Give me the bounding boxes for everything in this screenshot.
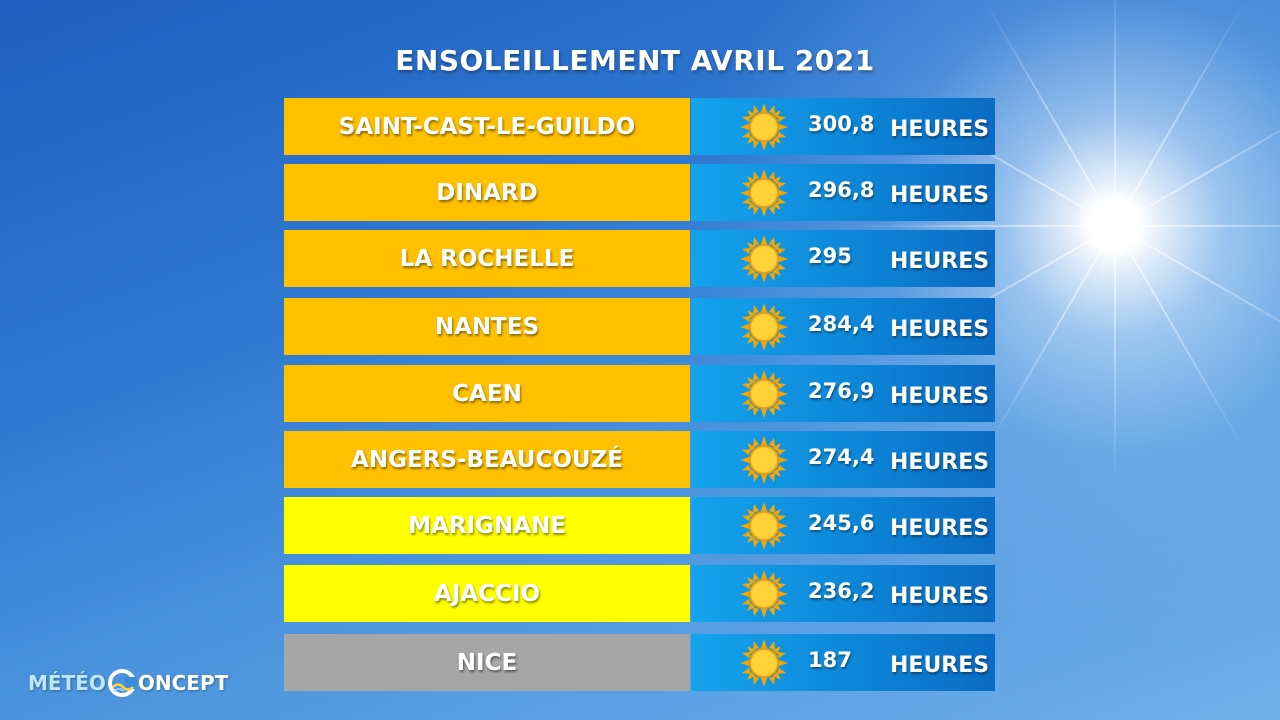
hours-value: 187 xyxy=(808,648,852,672)
city-name: CAEN xyxy=(284,365,690,422)
value-box: 236,2 HEURES xyxy=(691,565,995,622)
logo-text-left: MÉTÉO xyxy=(28,671,106,695)
city-name: MARIGNANE xyxy=(284,497,690,554)
city-name: AJACCIO xyxy=(284,565,690,622)
hours-unit: HEURES xyxy=(890,183,990,208)
hours-unit: HEURES xyxy=(890,653,990,678)
hours-unit: HEURES xyxy=(890,317,990,342)
hours-unit: HEURES xyxy=(890,516,990,541)
list-item: DINARD 296,8 HEURES xyxy=(284,164,995,221)
hours-value: 274,4 xyxy=(808,445,875,469)
hours-unit: HEURES xyxy=(890,117,990,142)
city-name: ANGERS-BEAUCOUZÉ xyxy=(284,431,690,488)
sun-icon xyxy=(740,502,788,550)
sun-icon xyxy=(740,169,788,217)
hours-unit: HEURES xyxy=(890,584,990,609)
city-name: NANTES xyxy=(284,298,690,355)
value-box: 300,8 HEURES xyxy=(691,98,995,155)
city-name: DINARD xyxy=(284,164,690,221)
hours-value: 295 xyxy=(808,244,852,268)
logo-c-icon xyxy=(107,669,137,697)
list-item: MARIGNANE 245,6 HEURES xyxy=(284,497,995,554)
value-box: 284,4 HEURES xyxy=(691,298,995,355)
list-item: AJACCIO 236,2 HEURES xyxy=(284,565,995,622)
hours-value: 245,6 xyxy=(808,511,875,535)
value-box: 274,4 HEURES xyxy=(691,431,995,488)
value-box: 296,8 HEURES xyxy=(691,164,995,221)
sun-icon xyxy=(740,235,788,283)
hours-value: 284,4 xyxy=(808,312,875,336)
value-box: 295 HEURES xyxy=(691,230,995,287)
sun-icon xyxy=(740,570,788,618)
city-name: NICE xyxy=(284,634,690,691)
hours-unit: HEURES xyxy=(890,384,990,409)
list-item: LA ROCHELLE 295 HEURES xyxy=(284,230,995,287)
city-name: LA ROCHELLE xyxy=(284,230,690,287)
hours-value: 296,8 xyxy=(808,178,875,202)
hours-unit: HEURES xyxy=(890,450,990,475)
logo-text-right: ONCEPT xyxy=(137,671,229,695)
sun-icon xyxy=(740,370,788,418)
value-box: 245,6 HEURES xyxy=(691,497,995,554)
list-item: ANGERS-BEAUCOUZÉ 274,4 HEURES xyxy=(284,431,995,488)
hours-unit: HEURES xyxy=(890,249,990,274)
sun-icon xyxy=(740,303,788,351)
hours-value: 300,8 xyxy=(808,112,875,136)
hours-value: 236,2 xyxy=(808,579,875,603)
value-box: 276,9 HEURES xyxy=(691,365,995,422)
sun-icon xyxy=(740,639,788,687)
brand-logo: MÉTÉO ONCEPT xyxy=(28,668,228,698)
list-item: CAEN 276,9 HEURES xyxy=(284,365,995,422)
hours-value: 276,9 xyxy=(808,379,875,403)
value-box: 187 HEURES xyxy=(691,634,995,691)
sun-icon xyxy=(740,103,788,151)
list-item: SAINT-CAST-LE-GUILDO 300,8 HEURES xyxy=(284,98,995,155)
page-title: ENSOLEILLEMENT AVRIL 2021 xyxy=(395,44,875,77)
city-name: SAINT-CAST-LE-GUILDO xyxy=(284,98,690,155)
list-item: NANTES 284,4 HEURES xyxy=(284,298,995,355)
list-item: NICE 187 HEURES xyxy=(284,634,995,691)
sun-icon xyxy=(740,436,788,484)
